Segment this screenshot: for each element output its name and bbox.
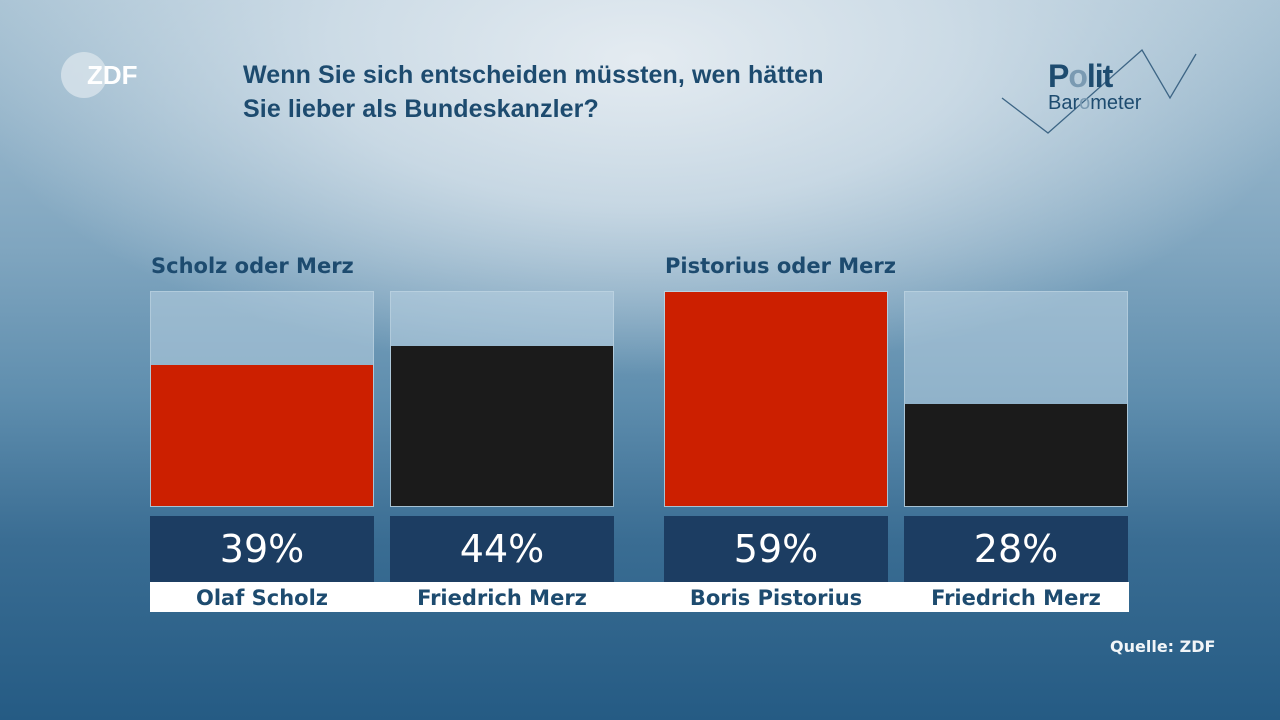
bar-track-friedrich-merz-1	[390, 291, 614, 507]
bar-track-olaf-scholz	[150, 291, 374, 507]
bar-track-boris-pistorius	[664, 291, 888, 507]
title-line-1: Wenn Sie sich entscheiden müssten, wen h…	[243, 61, 824, 89]
zdf-logo: ZDF	[61, 52, 138, 98]
chart-title: Wenn Sie sich entscheiden müssten, wen h…	[243, 58, 963, 126]
name-label-olaf-scholz: Olaf Scholz	[195, 586, 329, 610]
politbarometer-zigzag-icon	[1001, 48, 1197, 134]
logo-accent-letter: o	[1079, 92, 1091, 114]
value-label-boris-pistorius: 59%	[664, 516, 888, 582]
bar-friedrich-merz-2	[905, 404, 1127, 506]
politbarometer-logo-line2: Barometer	[1048, 92, 1142, 114]
name-label-friedrich-merz-2: Friedrich Merz	[931, 586, 1101, 610]
bar-friedrich-merz-1	[391, 346, 613, 506]
logo-accent-letter: o	[1068, 58, 1088, 94]
title-line-2: Sie lieber als Bundeskanzler?	[243, 95, 599, 123]
name-label-boris-pistorius: Boris Pistorius	[689, 586, 863, 610]
value-label-olaf-scholz: 39%	[150, 516, 374, 582]
value-label-friedrich-merz-1: 44%	[390, 516, 614, 582]
value-label-friedrich-merz-2: 28%	[904, 516, 1128, 582]
bar-track-friedrich-merz-2	[904, 291, 1128, 507]
politbarometer-logo-line1: Polit	[1048, 58, 1113, 94]
bar-olaf-scholz	[151, 364, 373, 506]
name-label-friedrich-merz-1: Friedrich Merz	[417, 586, 587, 610]
bar-boris-pistorius	[665, 292, 887, 506]
zdf-logo-text: ZDF	[87, 60, 138, 90]
name-label-strip	[150, 582, 1129, 612]
group-label-pistorius-merz: Pistorius oder Merz	[665, 254, 896, 278]
group-label-scholz-merz: Scholz oder Merz	[151, 254, 354, 278]
source-note: Quelle: ZDF	[1110, 637, 1216, 656]
